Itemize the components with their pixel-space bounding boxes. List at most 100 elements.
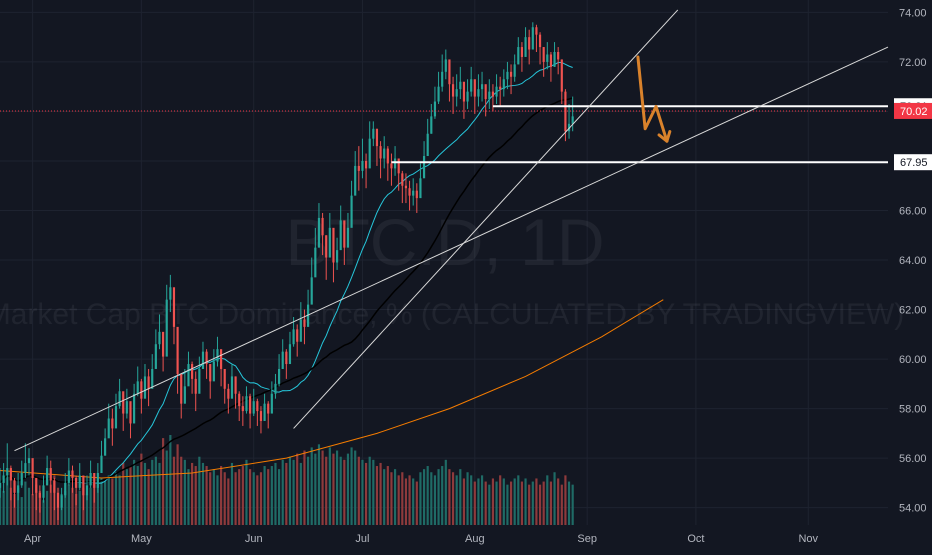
candle-body [502, 79, 505, 90]
candle-body [220, 349, 223, 369]
time-axis[interactable]: Apr May Jun Jul Aug Sep Oct Nov [24, 533, 818, 545]
volume-bar [473, 481, 476, 525]
volume-bar [205, 466, 208, 525]
candle-body [46, 468, 49, 486]
volume-bar [339, 456, 342, 525]
candle-body [524, 37, 527, 57]
candle-body [444, 59, 447, 72]
candle-body [209, 364, 212, 382]
candle-body [441, 71, 444, 87]
candle-body [82, 475, 85, 496]
candle-body [415, 190, 418, 199]
volume-bar [125, 469, 128, 525]
candle-body [100, 455, 103, 473]
volume-bar [31, 493, 34, 525]
candle-body [9, 468, 12, 481]
candle-body [357, 165, 360, 171]
volume-bar [2, 490, 5, 525]
volume-bar [96, 484, 99, 525]
price-axis[interactable]: 54.0056.0058.0060.0062.0064.0066.0068.00… [899, 7, 927, 514]
volume-bar [444, 459, 447, 525]
volume-bar [361, 459, 364, 525]
volume-bar [165, 450, 168, 525]
candle-body [571, 116, 574, 124]
volume-bar [448, 469, 451, 525]
candle-body [194, 378, 197, 394]
volume-bar [299, 462, 302, 525]
volume-bar [531, 481, 534, 525]
volume-bar [524, 478, 527, 525]
candle-body [56, 492, 60, 508]
volume-bar [520, 481, 524, 525]
volume-bar [140, 453, 143, 525]
volume-bar [517, 475, 520, 525]
candle-body [133, 393, 136, 424]
candle-body [205, 351, 208, 365]
volume-bar [249, 469, 252, 525]
candle-body [451, 84, 455, 97]
volume-bar [129, 466, 132, 525]
volume-bar [292, 459, 295, 525]
volume-bar [495, 481, 498, 525]
trendline[interactable] [293, 9, 679, 429]
candle-body [259, 411, 263, 421]
volume-bar [422, 469, 426, 525]
candle-body [448, 59, 451, 85]
volume-bar [122, 462, 125, 525]
candle-body [422, 156, 426, 179]
candle-body [542, 47, 545, 62]
candle-body [567, 123, 571, 132]
candle-body [165, 299, 168, 357]
volume-bar [296, 453, 299, 525]
volume-bar [346, 453, 350, 525]
candle-body [361, 160, 364, 171]
candle-body [107, 418, 110, 439]
time-tick-label: Jul [355, 533, 369, 545]
volume-bar [357, 456, 360, 525]
price-tick-label: 74.00 [899, 7, 927, 19]
candle-body [180, 373, 183, 404]
candle-body [419, 178, 422, 199]
moving-average-line [0, 97, 573, 484]
volume-bar [151, 459, 154, 525]
candle-body [343, 220, 346, 248]
candle-body [390, 163, 393, 169]
volume-bar [542, 481, 545, 525]
volume-bar [372, 459, 375, 525]
candle-body [162, 331, 165, 357]
candle-body [71, 470, 74, 478]
candle-body [187, 364, 190, 387]
level-price-tag-label: 67.95 [900, 157, 928, 169]
volume-bar [270, 466, 273, 525]
trendline[interactable] [14, 46, 889, 452]
drawings[interactable] [0, 9, 889, 452]
volume-bar [441, 466, 444, 525]
candle-body [517, 47, 520, 65]
volume-bar [274, 462, 277, 525]
volume-bar [114, 472, 118, 525]
volume-bar [209, 472, 212, 525]
time-tick-label: Sep [577, 533, 597, 545]
volume-bar [459, 469, 462, 525]
volume-bar [571, 484, 574, 525]
candle-body [560, 59, 563, 92]
candle-body [122, 391, 125, 414]
volume-bar [281, 459, 284, 525]
candle-body [437, 86, 440, 102]
volume-bar [488, 484, 491, 525]
projection-arrow[interactable] [636, 55, 669, 143]
candle-body [252, 401, 255, 414]
candle-body [364, 160, 368, 169]
candle-body [292, 329, 295, 345]
candle-body [238, 393, 241, 407]
volume-bar [343, 459, 346, 525]
candle-body [31, 458, 34, 478]
candle-body [368, 138, 371, 169]
volume-bar [71, 487, 74, 525]
moving-average-line [0, 62, 573, 484]
candle-body [310, 277, 313, 305]
candle-body [321, 217, 324, 236]
candle-body [404, 185, 408, 189]
